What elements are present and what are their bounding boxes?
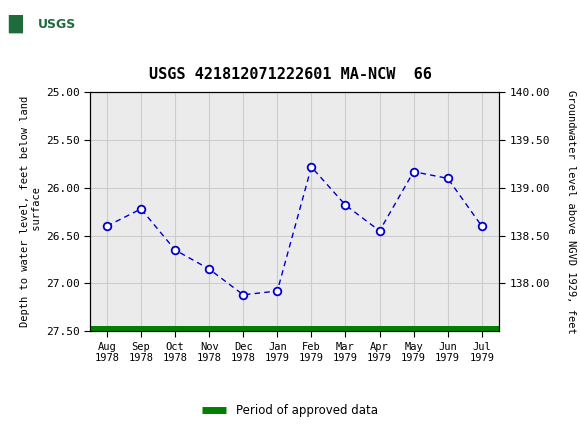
Text: █: █ xyxy=(9,15,23,33)
Text: USGS 421812071222601 MA-NCW  66: USGS 421812071222601 MA-NCW 66 xyxy=(148,67,432,82)
Y-axis label: Groundwater level above NGVD 1929, feet: Groundwater level above NGVD 1929, feet xyxy=(567,90,577,334)
Y-axis label: Depth to water level, feet below land
 surface: Depth to water level, feet below land su… xyxy=(20,96,42,327)
FancyBboxPatch shape xyxy=(3,5,96,45)
Text: USGS: USGS xyxy=(38,18,76,31)
Legend: Period of approved data: Period of approved data xyxy=(198,399,382,422)
